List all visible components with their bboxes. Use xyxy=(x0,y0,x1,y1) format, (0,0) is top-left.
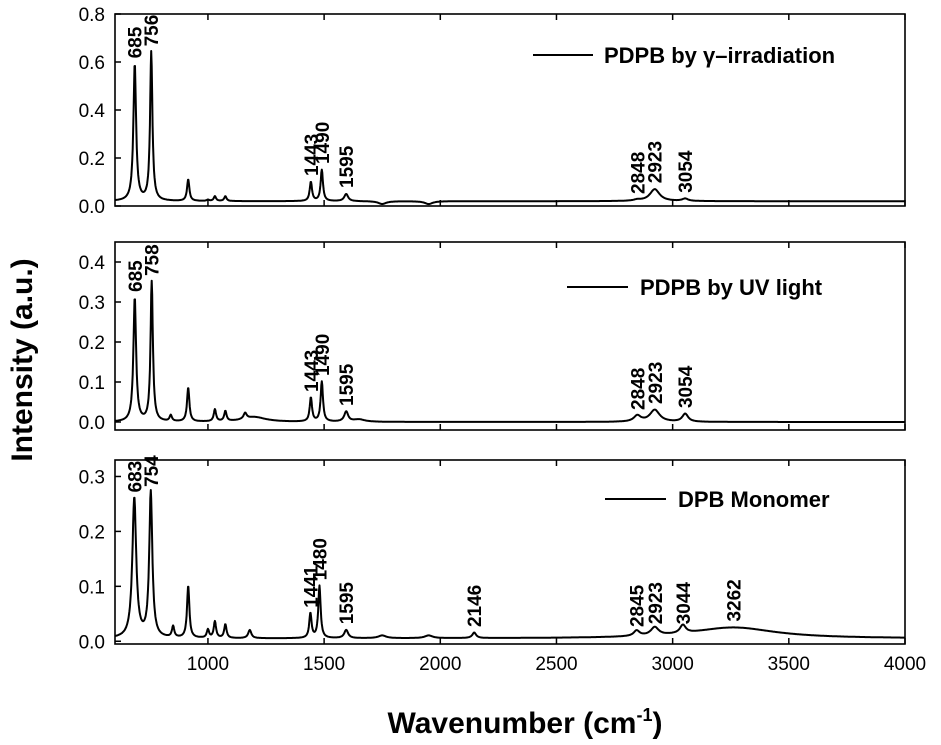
legend-label: PDPB by UV light xyxy=(640,275,823,300)
peak-label: 683 xyxy=(125,461,146,493)
legend-label: DPB Monomer xyxy=(678,487,830,512)
peak-label: 3054 xyxy=(676,365,697,408)
spectrum-line xyxy=(114,489,906,640)
peak-label: 2848 xyxy=(628,152,649,194)
peak-label: 685 xyxy=(126,26,147,58)
spectrum-line xyxy=(114,279,906,423)
y-tick-label: 0.3 xyxy=(79,467,105,488)
peak-label: 1595 xyxy=(337,582,358,625)
y-tick-label: 0.0 xyxy=(79,632,105,653)
y-tick-label: 0.1 xyxy=(79,373,105,394)
plot-frame xyxy=(114,241,906,431)
peak-label: 2923 xyxy=(646,582,667,624)
peak-label: 3054 xyxy=(676,150,697,193)
spectrum-line xyxy=(114,50,906,206)
y-tick-label: 0.3 xyxy=(79,293,105,314)
peak-label: 2845 xyxy=(628,584,649,627)
x-axis-title: Wavenumber (cm-1) xyxy=(388,705,663,740)
y-tick-label: 0.2 xyxy=(79,149,105,170)
x-tick-label: 4000 xyxy=(884,654,926,675)
y-tick-label: 0.4 xyxy=(79,253,106,274)
y-tick-label: 0.2 xyxy=(79,333,105,354)
peak-label: 758 xyxy=(143,244,164,276)
y-tick-label: 0.8 xyxy=(79,5,105,26)
y-tick-label: 0.0 xyxy=(79,197,105,218)
y-tick-label: 0.0 xyxy=(79,413,105,434)
peak-label: 756 xyxy=(142,15,163,47)
x-tick-label: 2500 xyxy=(535,654,577,675)
x-axis-title-main: Wavenumber (cm xyxy=(388,707,637,740)
peak-label: 1443 xyxy=(302,134,323,176)
peak-label: 2848 xyxy=(628,368,649,410)
x-tick-label: 2000 xyxy=(419,654,461,675)
y-axis-title: Intensity (a.u.) xyxy=(6,258,39,461)
peak-label: 1441 xyxy=(301,565,322,608)
y-tick-label: 0.4 xyxy=(79,101,106,122)
x-tick-label: 1500 xyxy=(303,654,345,675)
legend-label: PDPB by γ–irradiation xyxy=(604,43,835,68)
peak-label: 754 xyxy=(142,455,163,487)
peak-label: 3262 xyxy=(725,579,746,621)
x-tick-label: 3000 xyxy=(652,654,694,675)
peak-label: 2923 xyxy=(646,141,667,183)
peak-label: 1490 xyxy=(313,334,334,376)
y-tick-label: 0.6 xyxy=(79,53,105,74)
peak-label: 1595 xyxy=(337,363,358,406)
peak-label: 3044 xyxy=(674,582,695,625)
peak-label: 2923 xyxy=(646,362,667,404)
peak-label: 1480 xyxy=(310,538,331,580)
peak-label: 1490 xyxy=(313,122,334,164)
peak-label: 685 xyxy=(126,260,147,292)
x-tick-labels: 1000 1500 2000 2500 3000 3500 4000 xyxy=(187,654,926,675)
plot-frame xyxy=(114,459,906,645)
peak-label: 2146 xyxy=(465,585,486,627)
x-axis-title-superscript: -1 xyxy=(636,705,652,725)
peak-label: 1443 xyxy=(302,350,323,392)
peak-label: 1595 xyxy=(337,145,358,188)
y-tick-label: 0.1 xyxy=(79,577,105,598)
x-axis-title-close: ) xyxy=(652,707,662,740)
x-tick-label: 3500 xyxy=(768,654,810,675)
x-tick-label: 1000 xyxy=(187,654,229,675)
y-tick-label: 0.2 xyxy=(79,522,105,543)
